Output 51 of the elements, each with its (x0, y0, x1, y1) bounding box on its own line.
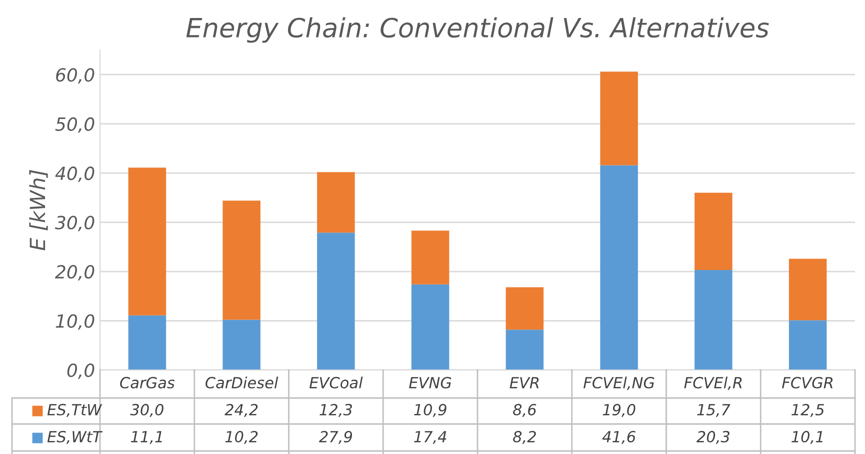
x-tick-label: FCVGR (782, 376, 833, 388)
data-label: 11,1 (130, 431, 162, 444)
bar (222, 320, 260, 370)
x-tick-label: CarGas (120, 376, 175, 388)
y-tick-label: 30,0 (54, 216, 94, 232)
bar (128, 168, 166, 316)
data-label: 8,2 (513, 430, 536, 444)
data-label: 17,4 (414, 431, 446, 444)
bar (128, 315, 166, 370)
bar (411, 284, 450, 370)
y-tick-label: 20,0 (55, 265, 94, 280)
bar (411, 230, 450, 284)
data-label: 20,3 (696, 430, 730, 444)
data-label: 27,9 (318, 430, 352, 444)
data-label: 15,7 (697, 404, 730, 417)
y-tick-label: 0,0 (67, 363, 94, 379)
chart-title: Energy Chain: Conventional Vs. Alternatives (186, 17, 769, 43)
y-tick-label: 50,0 (55, 117, 94, 133)
y-axis-title: E [kWh] (29, 170, 48, 250)
x-tick-label: EVNG (409, 376, 452, 388)
bar (222, 200, 260, 320)
legend-label: ES,WtT (47, 430, 103, 444)
data-label: 12,3 (320, 404, 352, 417)
data-label: 30,0 (130, 404, 164, 417)
bar (694, 270, 732, 370)
bar (788, 320, 827, 370)
bar (694, 192, 732, 270)
data-label: 10,9 (414, 404, 446, 417)
bar (600, 72, 638, 166)
y-tick-label: 40,0 (55, 166, 94, 182)
data-label: 10,2 (225, 430, 258, 444)
data-label: 24,2 (224, 404, 258, 417)
y-tick-label: 60,0 (56, 68, 94, 84)
data-label: 19,0 (602, 404, 636, 417)
bar (317, 232, 355, 370)
bar (600, 165, 638, 370)
x-tick-label: FCVEl,NG (584, 376, 654, 390)
y-tick-label: 10,0 (56, 314, 94, 330)
data-label: 41,6 (602, 430, 636, 444)
x-tick-label: EVR (510, 377, 539, 388)
bar (506, 287, 544, 330)
x-tick-label: FCVEl,R (684, 376, 742, 390)
legend-label: ES,TtW (47, 404, 102, 417)
bar (317, 172, 355, 233)
data-label: 8,6 (513, 404, 536, 417)
data-label: 10,1 (792, 430, 823, 444)
bar (788, 258, 827, 320)
x-tick-label: EVCoal (309, 376, 363, 388)
bar (506, 330, 544, 370)
x-tick-label: CarDiesel (206, 376, 278, 388)
data-label: 12,5 (792, 404, 824, 417)
